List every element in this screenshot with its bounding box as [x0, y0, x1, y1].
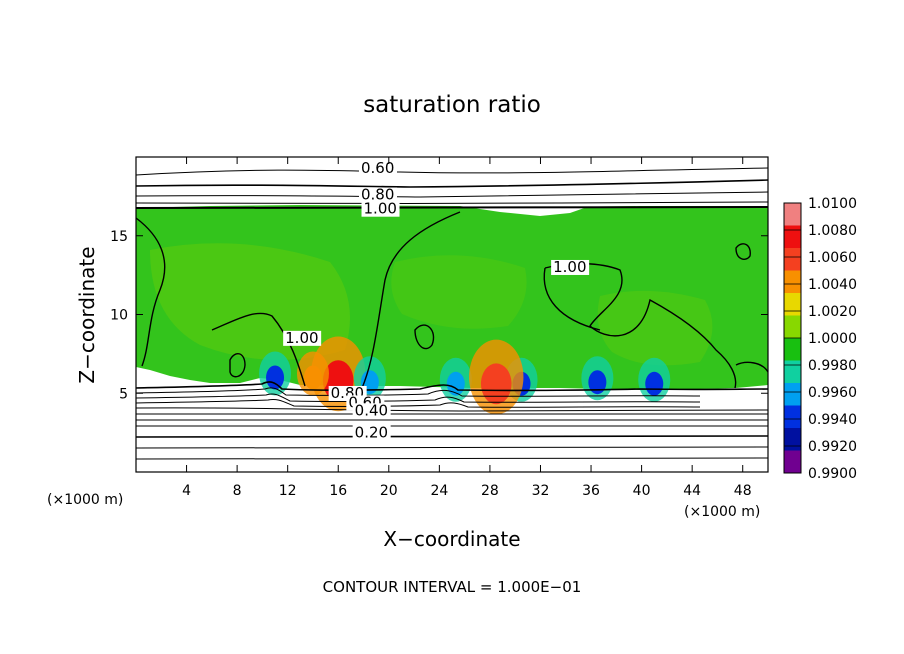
x-tick-label: 36	[582, 483, 600, 499]
x-tick-label: 12	[279, 483, 297, 499]
heat-blob	[588, 370, 607, 395]
x-tick-label: 40	[633, 483, 651, 499]
colorbar-swatch	[784, 225, 801, 249]
x-tick-label: 20	[380, 483, 398, 499]
contour-line	[135, 179, 769, 188]
colorbar-swatch	[784, 383, 801, 406]
x-tick-label: 44	[683, 483, 701, 499]
x-axis-label: X−coordinate	[383, 527, 520, 551]
colorbar-swatch	[784, 270, 801, 294]
heat-blob	[645, 371, 664, 396]
contour-line	[135, 435, 769, 438]
contour-line	[135, 457, 769, 460]
moist-layer-tint	[391, 255, 527, 329]
contour-line	[135, 191, 769, 198]
contour-label: 0.80	[361, 186, 394, 204]
chart-title: saturation ratio	[363, 92, 541, 118]
x-tick-label: 32	[532, 483, 550, 499]
contour-line	[135, 446, 769, 449]
contour-label: 1.00	[553, 258, 586, 276]
contour-labels: 0.600.801.001.001.000.800.600.400.20	[283, 159, 590, 441]
contour-label: 0.40	[355, 401, 388, 419]
x-tick-label: 24	[430, 483, 448, 499]
colorbar-label: 1.0100	[808, 196, 857, 212]
dry-notch-top	[460, 206, 590, 216]
contour-line	[135, 206, 769, 209]
heat-blob	[303, 365, 322, 390]
contour-label-bg	[283, 330, 322, 346]
colorbar-label: 1.0000	[808, 331, 857, 347]
colorbar-swatch	[784, 428, 801, 451]
y-tick-label: 5	[119, 386, 128, 402]
heat-blob	[266, 365, 285, 390]
x-unit-left: (×1000 m)	[47, 492, 123, 508]
moist-layer-tint	[597, 290, 713, 366]
contour-label-bg	[358, 160, 397, 176]
contour-lines	[135, 167, 769, 460]
contour-label-bg	[551, 259, 590, 275]
contour-label-bg	[358, 187, 397, 203]
x-tick-label: 48	[734, 483, 752, 499]
colorbar-label: 0.9900	[808, 466, 857, 482]
contour-label-bg	[361, 201, 400, 217]
contour-line	[135, 167, 769, 176]
colorbar-label: 0.9960	[808, 385, 857, 401]
y-axis-label: Z−coordinate	[75, 246, 99, 383]
contour-line	[135, 217, 166, 367]
y-axis: 5 10 15	[110, 229, 768, 402]
colorbar-swatch	[784, 315, 801, 339]
contour-label: 0.20	[355, 423, 388, 441]
colorbar-label: 1.0060	[808, 250, 857, 266]
contour-label: 1.00	[364, 200, 397, 218]
contour-label-bg	[352, 425, 391, 441]
contour-line	[735, 361, 769, 373]
colorbar-swatch	[784, 248, 801, 271]
colorbar-swatch	[784, 203, 801, 226]
contour-line	[544, 263, 737, 389]
contour-label-bg	[352, 403, 391, 419]
colorbar-label: 1.0040	[808, 277, 857, 293]
heat-blob	[480, 363, 512, 405]
x-axis: 4 8 12 16 20 24 28 32 36 40 44 48	[182, 157, 752, 499]
colorbar-swatch	[784, 293, 801, 316]
contour-line	[414, 324, 435, 350]
colorbar-swatch	[784, 405, 801, 429]
contour-line	[543, 267, 601, 331]
x-tick-label: 28	[481, 483, 499, 499]
contour-line	[135, 399, 701, 408]
x-tick-label: 16	[329, 483, 347, 499]
colorbar-label: 1.0080	[808, 223, 857, 239]
contour-line	[135, 381, 769, 392]
contour-line	[735, 243, 751, 260]
colorbar-label: 0.9980	[808, 358, 857, 374]
contour-line	[135, 387, 701, 397]
colorbar-label: 0.9940	[808, 412, 857, 428]
y-tick-label: 15	[110, 229, 128, 245]
moist-layer-tint	[150, 243, 350, 360]
y-tick-label: 10	[110, 308, 128, 324]
x-tick-label: 8	[233, 483, 242, 499]
contour-label: 0.60	[361, 159, 394, 177]
colorbar: 1.0100 1.0080 1.0060 1.0040 1.0020 1.0000 0.99…	[783, 196, 857, 482]
contour-interval-note: CONTOUR INTERVAL = 1.000E−01	[323, 578, 582, 596]
contour-line	[135, 393, 701, 403]
colorbar-label: 1.0020	[808, 304, 857, 320]
contour-line	[229, 353, 246, 378]
heat-blob	[446, 371, 465, 396]
contour-line	[211, 312, 306, 387]
colorbar-swatch	[784, 360, 801, 384]
contour-label: 1.00	[285, 329, 318, 347]
contour-line	[361, 211, 461, 389]
x-tick-label: 4	[182, 483, 191, 499]
contour-line	[135, 407, 769, 412]
colorbar-swatch	[784, 450, 801, 474]
contour-line	[135, 201, 769, 204]
colorbar-label: 0.9920	[808, 439, 857, 455]
colorbar-swatch	[784, 338, 801, 361]
x-unit-right: (×1000 m)	[684, 504, 760, 520]
